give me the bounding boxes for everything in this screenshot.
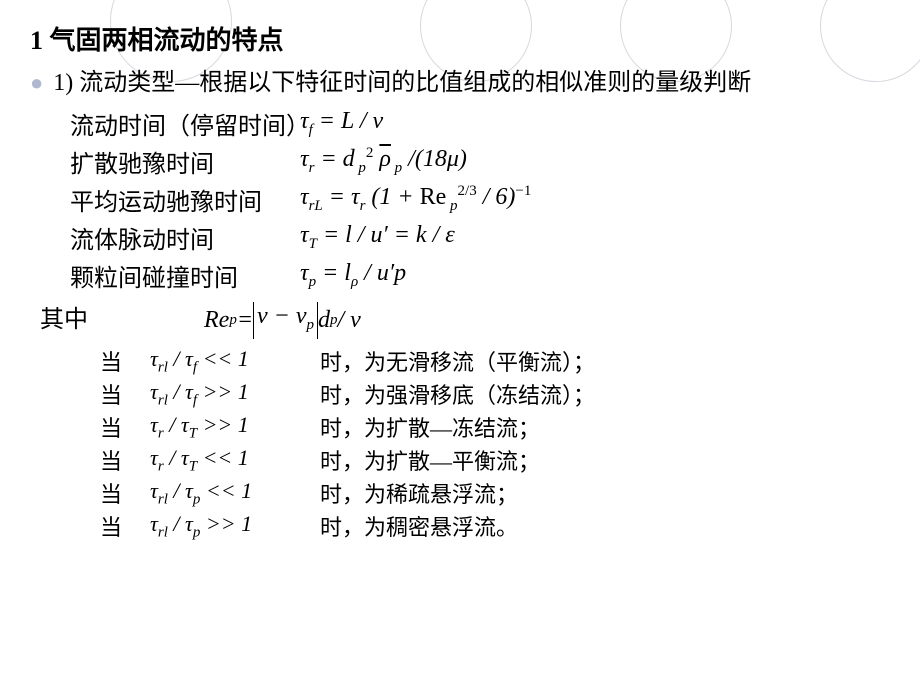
- bullet-text: 1) 流动类型—根据以下特征时间的比值组成的相似准则的量级判断: [53, 67, 751, 99]
- condition-expression: τr / τT << 1: [150, 445, 320, 475]
- definition-label: 流体脉动时间: [70, 220, 300, 255]
- slide-content: 1 气固两相流动的特点 ● 1) 流动类型—根据以下特征时间的比值组成的相似准则…: [0, 0, 920, 563]
- where-section: 其中 Re p = v − vp d p / v: [40, 299, 880, 339]
- condition-when: 当: [100, 378, 150, 410]
- condition-expression: τrl / τp >> 1: [150, 511, 320, 541]
- condition-description: 时，为无滑移流（平衡流）；: [320, 345, 595, 377]
- condition-row: 当τrl / τf << 1时，为无滑移流（平衡流）；: [100, 345, 880, 377]
- definition-formula: τr = d p2 ρ p /(18μ): [300, 145, 467, 177]
- condition-description: 时，为稠密悬浮流。: [320, 510, 518, 542]
- definition-formula: τf = L / v: [300, 108, 383, 139]
- condition-row: 当τrl / τp >> 1时，为稠密悬浮流。: [100, 510, 880, 542]
- definition-row: 平均运动驰豫时间τrL = τr (1 + Re p2/3 / 6)−1: [70, 181, 880, 217]
- condition-rows: 当τrl / τf << 1时，为无滑移流（平衡流）；当τrl / τf >> …: [50, 345, 880, 542]
- definition-label: 扩散驰豫时间: [70, 144, 300, 179]
- condition-when: 当: [100, 345, 150, 377]
- definition-row: 流体脉动时间τT = l / u′ = k / ε: [70, 219, 880, 255]
- definition-label: 颗粒间碰撞时间: [70, 258, 300, 293]
- definition-label: 平均运动驰豫时间: [70, 182, 300, 217]
- condition-description: 时，为扩散—冻结流；: [320, 411, 540, 443]
- condition-expression: τrl / τf >> 1: [150, 379, 320, 409]
- definition-formula: τp = lρ / u′p: [300, 260, 406, 291]
- condition-row: 当τr / τT << 1时，为扩散—平衡流；: [100, 444, 880, 476]
- definition-row: 流动时间（停留时间）τf = L / v: [70, 105, 880, 141]
- condition-when: 当: [100, 444, 150, 476]
- definition-row: 扩散驰豫时间τr = d p2 ρ p /(18μ): [70, 143, 880, 179]
- definition-formula: τrL = τr (1 + Re p2/3 / 6)−1: [300, 183, 531, 215]
- condition-description: 时，为扩散—平衡流；: [320, 444, 540, 476]
- definition-label: 流动时间（停留时间）: [70, 106, 300, 141]
- condition-expression: τrl / τp << 1: [150, 478, 320, 508]
- bullet-line: ● 1) 流动类型—根据以下特征时间的比值组成的相似准则的量级判断: [50, 67, 880, 99]
- condition-row: 当τr / τT >> 1时，为扩散—冻结流；: [100, 411, 880, 443]
- condition-when: 当: [100, 411, 150, 443]
- condition-row: 当τrl / τf >> 1时，为强滑移底（冻结流）；: [100, 378, 880, 410]
- condition-when: 当: [100, 510, 150, 542]
- condition-expression: τr / τT >> 1: [150, 412, 320, 442]
- condition-description: 时，为强滑移底（冻结流）；: [320, 378, 595, 410]
- where-label: 其中: [40, 307, 88, 333]
- slide-title: 1 气固两相流动的特点: [30, 20, 880, 57]
- definition-row: 颗粒间碰撞时间τp = lρ / u′p: [70, 257, 880, 293]
- condition-row: 当τrl / τp << 1时，为稀疏悬浮流；: [100, 477, 880, 509]
- definition-rows: 流动时间（停留时间）τf = L / v扩散驰豫时间τr = d p2 ρ p …: [50, 105, 880, 293]
- condition-when: 当: [100, 477, 150, 509]
- reynolds-formula: Re p = v − vp d p / v: [204, 302, 361, 339]
- bullet-icon: ●: [30, 67, 43, 99]
- condition-description: 时，为稀疏悬浮流；: [320, 477, 518, 509]
- definition-formula: τT = l / u′ = k / ε: [300, 222, 455, 253]
- condition-expression: τrl / τf << 1: [150, 346, 320, 376]
